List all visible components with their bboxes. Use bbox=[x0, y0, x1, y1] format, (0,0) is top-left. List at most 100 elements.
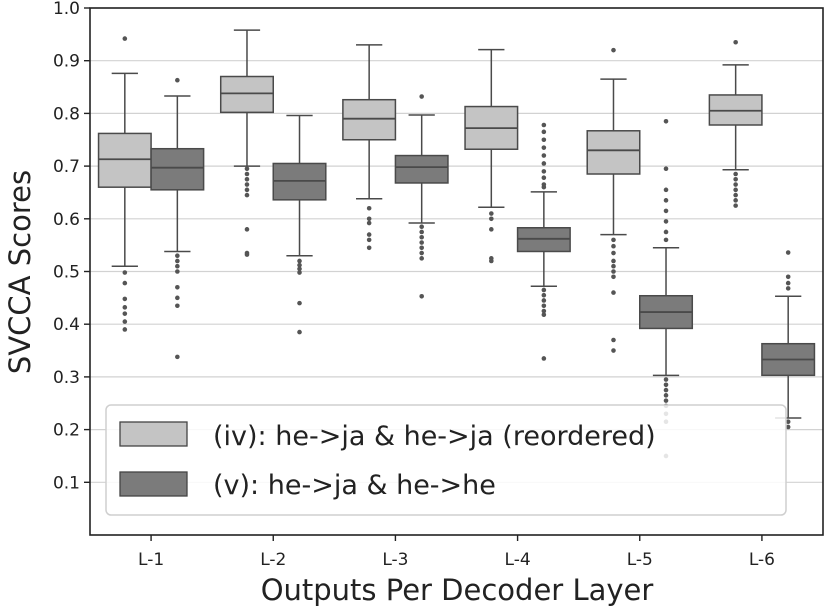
outlier-point bbox=[297, 270, 302, 275]
outlier-point bbox=[541, 308, 547, 314]
outlier-point bbox=[733, 182, 738, 187]
y-tick-label: 0.7 bbox=[53, 157, 80, 177]
legend-frame bbox=[105, 404, 787, 516]
outlier-point bbox=[663, 382, 669, 388]
outlier-point bbox=[297, 329, 302, 335]
outlier-point bbox=[419, 224, 424, 230]
outlier-point bbox=[489, 258, 494, 264]
outlier-point bbox=[611, 274, 616, 280]
outlier-point bbox=[785, 424, 791, 430]
outlier-point bbox=[611, 243, 616, 249]
outlier-point bbox=[733, 198, 738, 203]
outlier-point bbox=[663, 398, 669, 403]
outlier-point bbox=[541, 356, 547, 361]
outlier-point bbox=[419, 293, 424, 299]
box-iv-L-6 bbox=[708, 39, 763, 208]
outlier-point bbox=[175, 295, 180, 301]
outlier-point bbox=[541, 312, 547, 318]
y-tick-label: 0.3 bbox=[53, 368, 80, 388]
outlier-point bbox=[419, 256, 424, 261]
x-tick-label: L-3 bbox=[382, 550, 408, 570]
boxes-layer bbox=[97, 29, 816, 459]
outlier-point bbox=[175, 263, 180, 269]
outlier-point bbox=[733, 192, 738, 198]
outlier-point bbox=[122, 36, 128, 41]
outlier-point bbox=[785, 419, 791, 424]
box-iv-L-2 bbox=[219, 29, 275, 257]
outlier-point bbox=[663, 119, 669, 124]
outlier-point bbox=[244, 182, 250, 187]
outlier-point bbox=[122, 311, 128, 316]
outlier-point bbox=[663, 208, 669, 214]
box-v-L-2 bbox=[272, 114, 327, 335]
outlier-point bbox=[489, 227, 494, 232]
outlier-point bbox=[297, 258, 302, 264]
y-tick-label: 0.5 bbox=[53, 263, 80, 283]
outlier-point bbox=[175, 303, 180, 309]
box-iv-L-1 bbox=[97, 36, 152, 332]
x-tick-label: L-4 bbox=[505, 550, 531, 570]
outlier-point bbox=[611, 337, 616, 343]
outlier-point bbox=[244, 171, 250, 177]
outlier-point bbox=[541, 175, 547, 180]
box-iv-L-3 bbox=[342, 44, 397, 251]
outlier-point bbox=[733, 187, 738, 193]
outlier-point bbox=[785, 274, 791, 280]
box-iv-L-5 bbox=[586, 47, 641, 353]
outlier-point bbox=[122, 296, 128, 302]
outlier-point bbox=[611, 290, 616, 295]
legend: (iv): he->ja & he->ja (reordered) (v): h… bbox=[105, 404, 787, 516]
outlier-point bbox=[297, 266, 302, 272]
outlier-point bbox=[663, 219, 669, 224]
outlier-point bbox=[366, 220, 372, 226]
outlier-point bbox=[733, 203, 738, 208]
outlier-point bbox=[541, 292, 547, 298]
outlier-point bbox=[541, 122, 547, 128]
outlier-point bbox=[175, 258, 180, 264]
outlier-point bbox=[366, 237, 372, 243]
y-axis-title: SVCCA Scores bbox=[3, 170, 37, 374]
outlier-point bbox=[122, 270, 128, 275]
outlier-point bbox=[244, 176, 250, 182]
outlier-point bbox=[541, 153, 547, 158]
x-ticks: L-1 L-2 L-3 L-4 L-5 L-6 bbox=[138, 535, 775, 570]
x-tick-label: L-6 bbox=[749, 550, 775, 570]
outlier-point bbox=[663, 387, 669, 393]
x-tick-label: L-5 bbox=[627, 550, 653, 570]
y-tick-label: 0.9 bbox=[53, 52, 80, 72]
outlier-point bbox=[244, 187, 250, 193]
box-v-L-5 bbox=[639, 119, 694, 459]
outlier-point bbox=[175, 77, 180, 83]
outlier-point bbox=[541, 298, 547, 303]
outlier-point bbox=[244, 252, 250, 257]
outlier-point bbox=[419, 234, 424, 240]
outlier-point bbox=[733, 171, 738, 177]
outlier-point bbox=[419, 240, 424, 245]
outlier-point bbox=[419, 245, 424, 251]
outlier-point bbox=[785, 250, 791, 255]
y-tick-label: 0.8 bbox=[53, 104, 80, 124]
outlier-point bbox=[366, 245, 372, 251]
outlier-point bbox=[366, 216, 372, 222]
outlier-point bbox=[663, 393, 669, 398]
outlier-point bbox=[541, 303, 547, 309]
outlier-point bbox=[122, 327, 128, 332]
outlier-point bbox=[297, 262, 302, 268]
y-tick-label: 1.0 bbox=[53, 0, 80, 19]
x-axis-title: Outputs Per Decoder Layer bbox=[261, 573, 654, 607]
y-tick-label: 0.1 bbox=[53, 473, 80, 493]
outlier-point bbox=[611, 348, 616, 353]
y-ticks: 0.1 0.2 0.3 0.4 0.5 0.6 0.7 0.8 0.9 1.0 bbox=[53, 0, 90, 493]
outlier-point bbox=[541, 145, 547, 150]
x-tick-label: L-1 bbox=[138, 550, 164, 570]
outlier-point bbox=[419, 229, 424, 235]
outlier-point bbox=[244, 192, 250, 198]
y-tick-label: 0.4 bbox=[53, 315, 80, 335]
outlier-point bbox=[663, 237, 669, 243]
x-tick-label: L-2 bbox=[260, 550, 286, 570]
box-iqr bbox=[586, 130, 641, 175]
outlier-point bbox=[541, 129, 547, 135]
outlier-point bbox=[663, 198, 669, 203]
outlier-point bbox=[366, 232, 372, 237]
outlier-point bbox=[611, 263, 616, 269]
